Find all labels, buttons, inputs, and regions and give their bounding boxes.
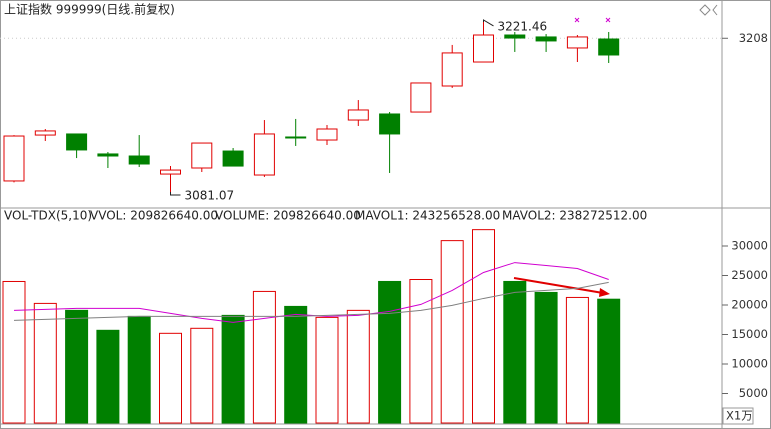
candle-body [191, 142, 213, 169]
unit-box [722, 407, 754, 425]
arrow-head [599, 288, 610, 297]
candle-body [535, 36, 557, 42]
candle-body [3, 135, 25, 182]
volume-bar [440, 240, 464, 424]
volume-bar [221, 314, 245, 424]
y-tick-label: 10000 [731, 356, 768, 370]
candle-body [97, 153, 119, 157]
candle-body [566, 36, 588, 49]
candle-body [160, 169, 181, 175]
volume-bar [190, 327, 214, 424]
legend-entry: VVOL: 209826640.00 [90, 209, 218, 223]
candle-body [379, 113, 401, 135]
volume-bar [284, 305, 308, 424]
candle-body [222, 150, 244, 167]
volume-bar [252, 290, 276, 424]
candle-body [441, 52, 463, 87]
trend-arrow [513, 277, 610, 297]
prev-button[interactable] [712, 4, 718, 16]
candle-body [285, 136, 307, 139]
volume-bar [2, 280, 26, 424]
legend-entry: MAVOL2: 238272512.00 [502, 209, 647, 223]
volume-bar [565, 296, 589, 424]
volume-bar [534, 291, 558, 424]
candle-body [34, 130, 56, 136]
y-tick-label: 30000 [731, 238, 768, 252]
volume-bar [159, 332, 182, 424]
candle-body [253, 133, 275, 176]
y-tick-label: 25000 [731, 268, 768, 282]
candle-body [66, 133, 88, 151]
volume-bar [315, 316, 339, 424]
chart-title: 上证指数 999999(日线.前复权) [4, 2, 175, 17]
candle-body [473, 34, 494, 63]
diamond-button[interactable] [699, 4, 711, 16]
candle-body [128, 155, 150, 165]
volume-bar [597, 298, 621, 424]
candle-body [347, 109, 369, 121]
annotation: 3221.46 [498, 19, 548, 33]
legend-entry: MAVOL1: 243256528.00 [355, 209, 500, 223]
candle-body [598, 38, 620, 56]
annotation: 3081.07 [185, 189, 235, 203]
ma-line [13, 262, 609, 323]
nav-buttons[interactable] [699, 4, 718, 16]
markers [574, 17, 611, 23]
x-marker [605, 17, 611, 23]
candle-body [316, 128, 338, 141]
legend-entry: VOLUME: 209826640.00 [215, 209, 361, 223]
y-tick-label: 15000 [731, 327, 768, 341]
x-marker [574, 17, 580, 23]
y-tick-label: 5000 [739, 386, 768, 400]
volume-bar [503, 280, 527, 424]
ma-line [13, 281, 609, 321]
volume-bar [127, 315, 151, 424]
candle-body [504, 34, 526, 39]
annotation-leader [483, 19, 494, 27]
volume-bar [472, 229, 495, 424]
annotation-leader [170, 192, 181, 196]
volume-bar [65, 309, 89, 424]
arrow-line [513, 277, 604, 294]
volume-bar [409, 279, 433, 424]
volume-bar [33, 302, 57, 424]
y-tick-label: 20000 [731, 297, 768, 311]
y-tick-label: 3208 [739, 31, 768, 45]
volume-bar [346, 309, 370, 424]
legend-entry: VOL-TDX(5,10) [4, 209, 92, 223]
unit-label: X1万 [726, 409, 753, 423]
volume-bar [96, 329, 120, 424]
volume-bar [378, 280, 402, 424]
candle-body [410, 82, 432, 113]
